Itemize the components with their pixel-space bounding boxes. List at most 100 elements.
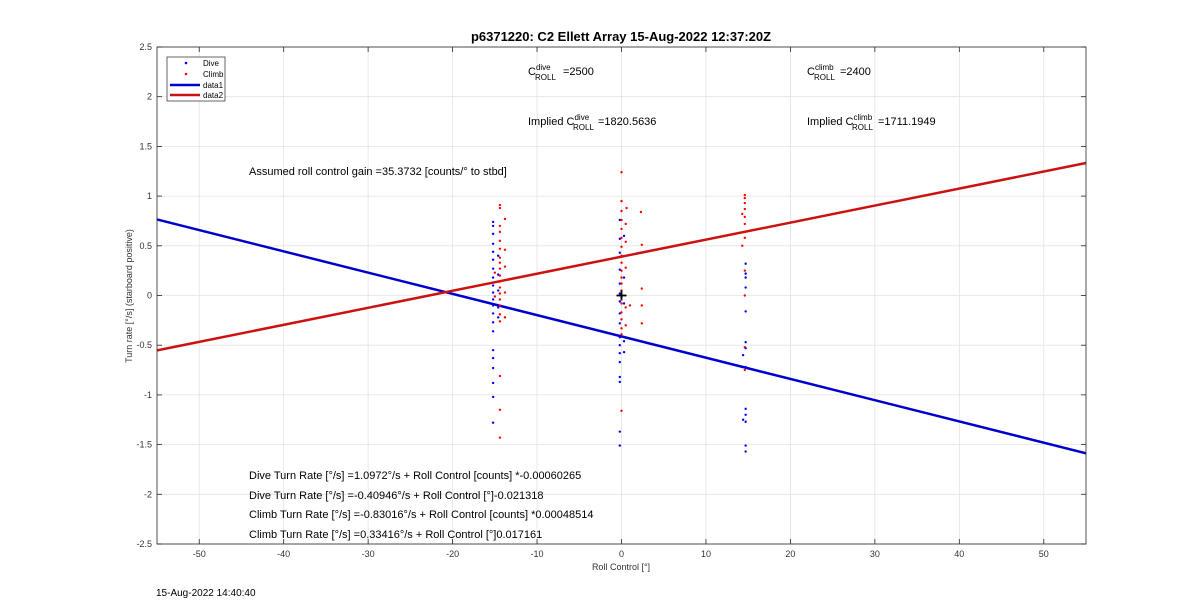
dive-point bbox=[744, 272, 747, 275]
implied-climb-sub: ROLL bbox=[852, 123, 873, 132]
dive-point bbox=[622, 276, 626, 279]
climb-point bbox=[498, 436, 502, 439]
dive-point bbox=[618, 251, 622, 254]
dive-point bbox=[491, 220, 495, 224]
y-tick-label: 1.5 bbox=[139, 141, 152, 151]
climb-point bbox=[503, 217, 507, 221]
dive-point bbox=[622, 234, 626, 238]
dive-point bbox=[618, 375, 622, 379]
legend-dive-marker bbox=[184, 61, 188, 65]
dive-point bbox=[618, 380, 622, 384]
climb-point bbox=[493, 271, 497, 274]
climb-point bbox=[498, 267, 502, 270]
climb-point bbox=[620, 327, 623, 330]
climb-point bbox=[624, 240, 627, 244]
y-tick-label: 1 bbox=[147, 191, 152, 201]
dive-point bbox=[491, 242, 495, 246]
climb-point bbox=[620, 282, 623, 285]
dive-point bbox=[618, 218, 622, 222]
climb-point bbox=[743, 368, 747, 372]
footer-timestamp: 15-Aug-2022 14:40:40 bbox=[156, 588, 256, 599]
dive-deg-equation: Dive Turn Rate [°/s] =-0.40946°/s + Roll… bbox=[249, 490, 543, 502]
dive-point bbox=[744, 420, 747, 423]
x-tick-label: 30 bbox=[870, 549, 880, 559]
y-tick-label: 2.5 bbox=[139, 42, 152, 52]
implied-climb-value: =1711.1949 bbox=[878, 116, 936, 128]
dive-point bbox=[491, 284, 495, 287]
c-roll-climb-value: =2400 bbox=[840, 66, 871, 78]
dive-point bbox=[491, 381, 495, 385]
dive-point bbox=[744, 450, 747, 453]
data-points bbox=[491, 171, 747, 453]
x-tick-label: -20 bbox=[446, 549, 459, 559]
climb-point bbox=[743, 269, 747, 272]
legend-data2-label: data2 bbox=[203, 91, 224, 100]
climb-point bbox=[620, 302, 623, 305]
dive-point bbox=[744, 310, 747, 313]
dive-point bbox=[744, 262, 747, 265]
dive-point bbox=[491, 366, 495, 370]
climb-point bbox=[741, 212, 744, 216]
climb-point bbox=[503, 248, 507, 251]
climb-point bbox=[498, 247, 502, 250]
climb-point bbox=[620, 269, 623, 272]
climb-point bbox=[498, 224, 502, 228]
dive-point bbox=[496, 254, 500, 257]
dive-point bbox=[741, 353, 745, 357]
c-roll-dive-sub: ROLL bbox=[535, 73, 556, 82]
y-tick-label: -1 bbox=[144, 390, 152, 400]
x-tick-label: -10 bbox=[531, 549, 544, 559]
dive-point bbox=[618, 351, 622, 355]
climb-point bbox=[498, 203, 502, 207]
climb-point bbox=[498, 298, 502, 301]
implied-climb-sup: climb bbox=[853, 113, 872, 122]
climb-point bbox=[624, 324, 627, 327]
x-tick-label: 50 bbox=[1039, 549, 1049, 559]
dive-point bbox=[491, 250, 495, 253]
implied-dive-sub: ROLL bbox=[573, 123, 594, 132]
climb-point bbox=[741, 244, 744, 247]
y-tick-label: 0 bbox=[147, 291, 152, 301]
climb-point bbox=[493, 295, 497, 298]
dive-point bbox=[744, 413, 747, 416]
implied-dive-sup: dive bbox=[574, 113, 589, 122]
climb-point bbox=[498, 286, 502, 289]
ticks: -50 -40 -30 -20 -10 0 10 20 30 40 50-2.5-2-1.5-1-0… bbox=[136, 42, 1086, 559]
climb-point bbox=[620, 276, 623, 279]
climb-point bbox=[640, 243, 643, 247]
dive-point bbox=[744, 365, 747, 369]
climb-point bbox=[498, 320, 502, 323]
legend-climb-marker bbox=[184, 72, 188, 76]
dive-counts-equation: Dive Turn Rate [°/s] =1.0972°/s + Roll C… bbox=[249, 470, 581, 482]
dive-point bbox=[744, 444, 747, 447]
implied-dive-annotation: Implied Cdive ROLL =1820.5636 bbox=[528, 113, 656, 132]
dive-point bbox=[741, 418, 745, 421]
dive-point bbox=[744, 276, 747, 279]
dive-point bbox=[491, 312, 495, 315]
dive-point bbox=[618, 344, 622, 347]
dive-point bbox=[618, 430, 622, 433]
dive-point bbox=[744, 341, 747, 344]
climb-point bbox=[743, 345, 747, 349]
implied-dive-prefix: Implied C bbox=[528, 116, 575, 128]
climb-point bbox=[498, 206, 502, 210]
climb-point bbox=[498, 274, 502, 277]
x-tick-label: 0 bbox=[619, 549, 624, 559]
gain-annotation: Assumed roll control gain =35.3732 [coun… bbox=[249, 166, 507, 178]
climb-point bbox=[620, 261, 623, 264]
dive-point bbox=[618, 444, 622, 447]
dive-point bbox=[618, 282, 622, 285]
climb-point bbox=[625, 206, 628, 210]
climb-point bbox=[743, 201, 747, 205]
y-tick-label: 0.5 bbox=[139, 241, 152, 251]
dive-point bbox=[491, 232, 495, 236]
y-tick-label: -2 bbox=[144, 489, 152, 499]
climb-point bbox=[620, 311, 623, 314]
x-tick-label: 10 bbox=[701, 549, 711, 559]
x-tick-label: -50 bbox=[193, 549, 206, 559]
c-roll-dive-annotation: Cdive ROLL =2500 bbox=[528, 63, 594, 82]
y-tick-label: 2 bbox=[147, 92, 152, 102]
climb-point bbox=[639, 210, 643, 214]
climb-point bbox=[498, 230, 502, 234]
